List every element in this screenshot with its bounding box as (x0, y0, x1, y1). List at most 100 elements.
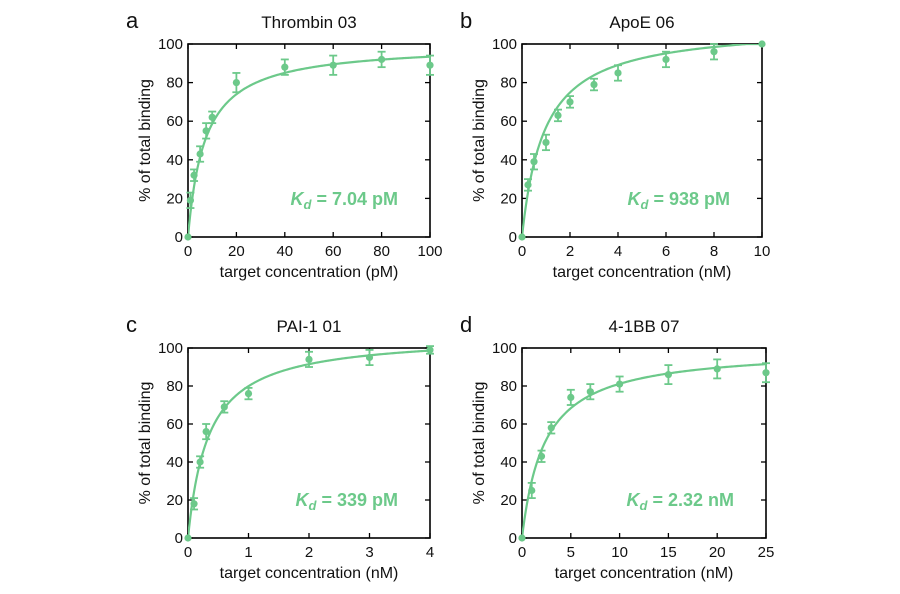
x-tick-label: 25 (758, 544, 775, 561)
data-point (426, 61, 434, 69)
kd-symbol: K (627, 490, 642, 510)
panel-letter: a (126, 8, 139, 33)
panel-letter: c (126, 312, 137, 337)
y-tick-label: 60 (166, 416, 183, 433)
data-point (590, 80, 598, 89)
data-point (524, 181, 532, 189)
data-point (426, 346, 434, 354)
y-tick-label: 40 (166, 454, 183, 471)
x-tick-label: 4 (426, 544, 434, 561)
data-point (190, 500, 198, 508)
x-tick-label: 20 (228, 243, 245, 260)
y-tick-label: 60 (166, 113, 183, 130)
data-point (713, 365, 721, 373)
data-point (710, 48, 718, 56)
y-tick-label: 0 (175, 530, 183, 547)
data-point (758, 40, 766, 48)
data-point (518, 233, 526, 241)
chart-title: PAI-1 01 (277, 317, 342, 336)
chart-title: Thrombin 03 (261, 13, 356, 32)
kd-annotation: Kd = 7.04 pM (291, 189, 399, 212)
y-tick-label: 80 (166, 75, 183, 92)
y-tick-label: 100 (158, 340, 183, 357)
y-tick-label: 60 (500, 113, 517, 130)
x-tick-label: 10 (754, 243, 771, 260)
data-point (528, 486, 536, 495)
kd-symbol: K (296, 490, 311, 510)
x-tick-label: 40 (276, 243, 293, 260)
x-tick-label: 10 (611, 544, 628, 561)
data-point (566, 98, 574, 106)
y-tick-label: 100 (492, 36, 517, 53)
data-point (365, 353, 374, 362)
data-point (184, 233, 192, 241)
data-point (530, 158, 538, 166)
x-tick-label: 0 (518, 243, 526, 260)
data-point (614, 69, 622, 77)
axis-frame (521, 347, 767, 539)
data-point (202, 127, 210, 135)
y-tick-label: 100 (492, 340, 517, 357)
data-point (232, 79, 240, 87)
x-tick-label: 5 (567, 544, 575, 561)
data-point (281, 63, 289, 71)
x-tick-label: 2 (305, 544, 313, 561)
data-point (567, 393, 575, 401)
axis-frame (521, 43, 763, 238)
x-tick-label: 0 (184, 544, 192, 561)
data-point (220, 403, 228, 411)
kd-value: 938 pM (669, 189, 730, 209)
y-tick-label: 40 (166, 152, 183, 169)
x-tick-label: 15 (660, 544, 677, 561)
data-point (537, 452, 546, 460)
y-axis-label: % of total binding (471, 79, 488, 202)
kd-annotation: Kd = 2.32 nM (627, 490, 735, 513)
x-tick-label: 8 (710, 243, 718, 260)
y-tick-label: 100 (158, 36, 183, 53)
kd-equals: = (311, 189, 332, 209)
data-point (208, 113, 216, 121)
data-point (244, 390, 253, 398)
chart-title: 4-1BB 07 (609, 317, 680, 336)
kd-value: 7.04 pM (332, 189, 398, 209)
chart-title: ApoE 06 (609, 13, 674, 32)
y-tick-label: 80 (500, 75, 517, 92)
x-axis-label: target concentration (nM) (555, 565, 734, 582)
kd-symbol: K (628, 189, 643, 209)
kd-equals: = (316, 490, 337, 510)
kd-equals: = (647, 490, 668, 510)
x-tick-label: 80 (373, 243, 390, 260)
panel-a: a Thrombin 03 0 20 40 60 80 100 0 20 40 60 80 100 targ… (126, 8, 443, 281)
y-tick-label: 0 (509, 229, 517, 246)
kd-subscript: d (640, 498, 649, 513)
x-axis-label: target concentration (nM) (220, 565, 399, 582)
data-point (664, 371, 673, 379)
panel-letter: d (460, 312, 472, 337)
kd-subscript: d (304, 197, 313, 212)
data-point (542, 138, 550, 147)
data-point (202, 428, 210, 436)
axis-frame (187, 43, 431, 238)
y-tick-label: 0 (175, 229, 183, 246)
data-point (329, 61, 337, 69)
y-axis-label: % of total binding (471, 382, 488, 505)
kd-equals: = (648, 189, 669, 209)
data-point (662, 55, 670, 64)
data-point (762, 369, 770, 377)
y-tick-label: 20 (500, 492, 517, 509)
data-point (518, 534, 526, 542)
y-tick-label: 40 (500, 152, 517, 169)
data-point (547, 424, 555, 432)
x-tick-label: 0 (184, 243, 192, 260)
x-tick-label: 2 (566, 243, 574, 260)
data-point (190, 171, 198, 179)
x-tick-label: 1 (244, 544, 252, 561)
y-tick-label: 20 (166, 492, 183, 509)
data-point (586, 388, 594, 396)
kd-symbol: K (291, 189, 306, 209)
x-tick-label: 6 (662, 243, 670, 260)
x-axis-label: target concentration (pM) (220, 264, 399, 281)
x-tick-label: 60 (325, 243, 342, 260)
